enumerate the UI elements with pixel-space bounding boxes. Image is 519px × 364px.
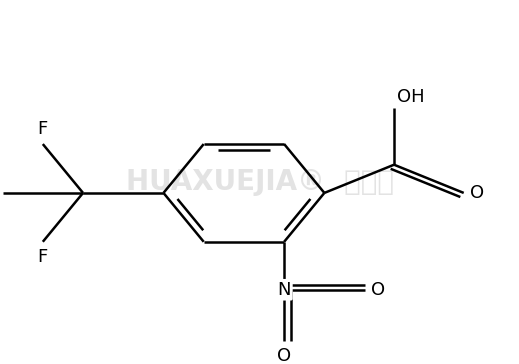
Text: HUAXUEJIA®  化学库: HUAXUEJIA® 化学库: [126, 168, 393, 196]
Text: OH: OH: [397, 88, 424, 106]
Text: O: O: [277, 347, 291, 364]
Text: F: F: [38, 119, 48, 138]
Text: O: O: [470, 184, 484, 202]
Text: F: F: [38, 248, 48, 266]
Text: N: N: [277, 281, 291, 299]
Text: O: O: [371, 281, 385, 299]
